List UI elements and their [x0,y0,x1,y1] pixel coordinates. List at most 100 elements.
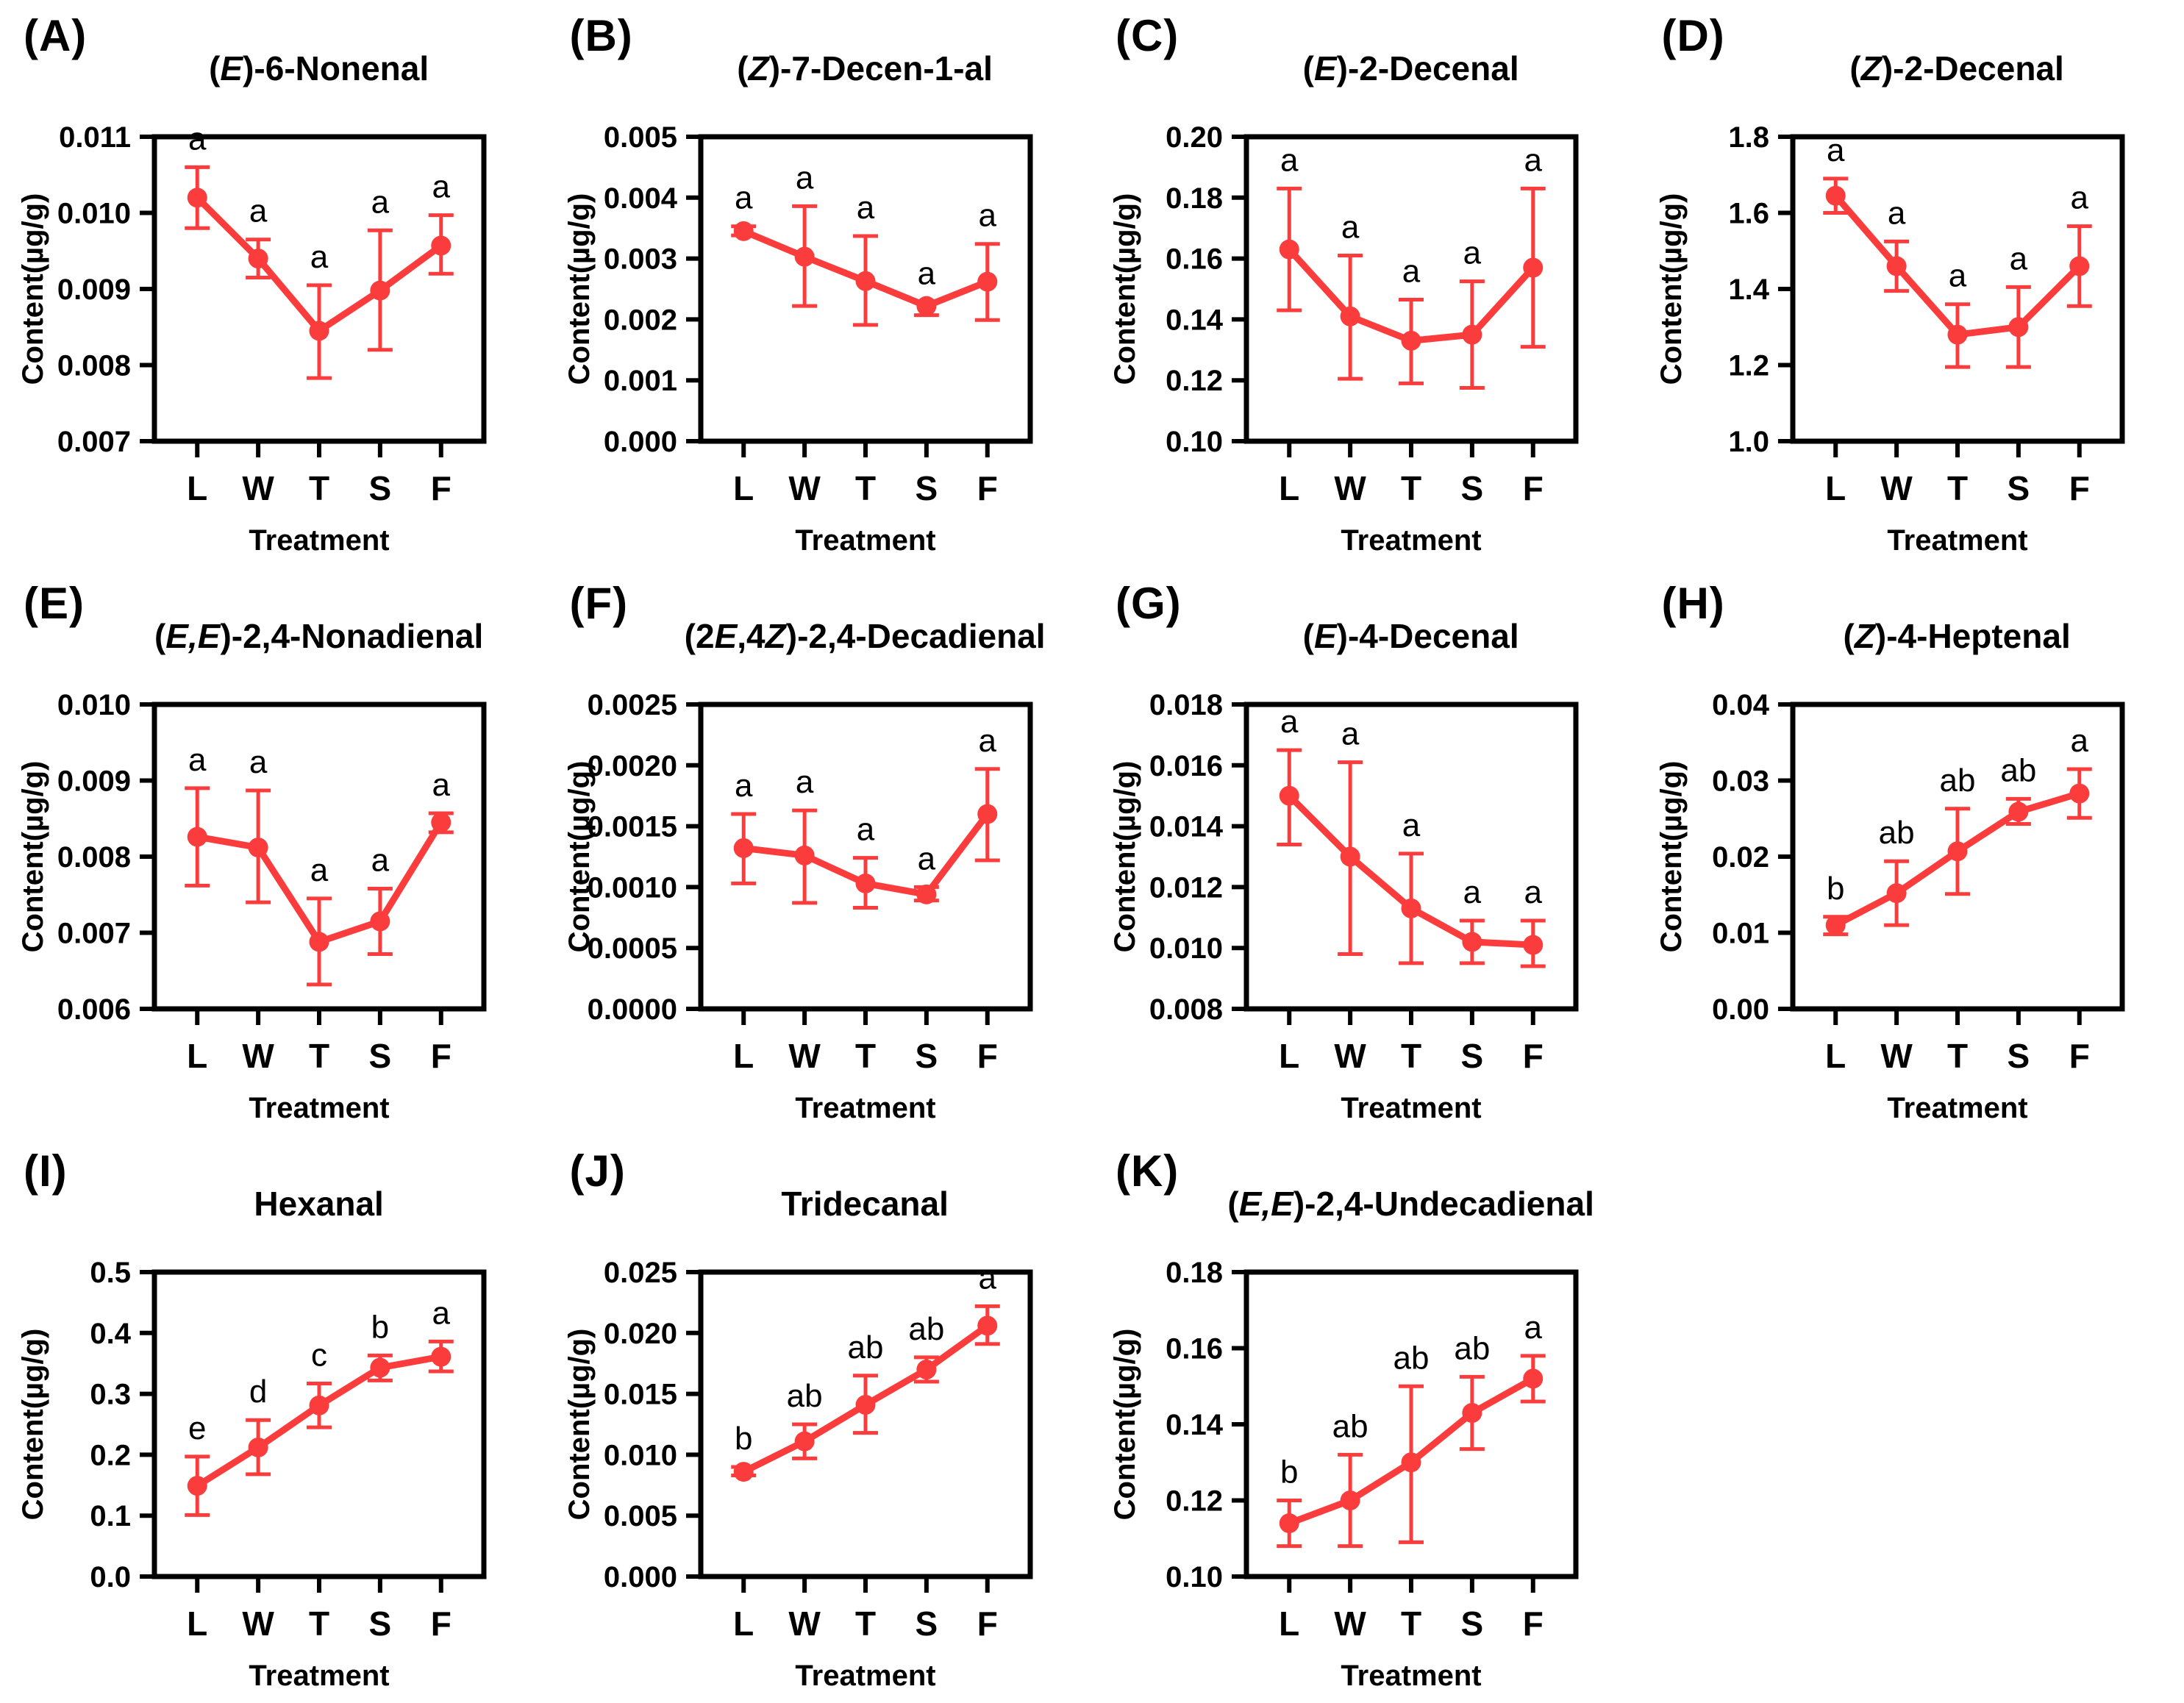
x-category-label: W [788,1604,821,1643]
y-axis-tick-label: 0.008 [57,350,131,382]
x-category-label: W [242,469,274,507]
y-axis-tick-label: 0.000 [603,1561,677,1593]
y-axis-tick-label: 0.009 [57,765,131,798]
chart-title-f: (2E,4Z)-2,4-Decadienal [684,617,1046,655]
y-axis-title: Content(µg/g) [563,1329,596,1521]
x-category-label: F [431,1037,452,1075]
y-axis-tick-label: 1.0 [1728,426,1769,458]
x-axis-title: Treatment [249,1660,389,1692]
x-axis-title: Treatment [1341,1092,1481,1124]
y-axis-tick-label: 0.005 [603,121,677,154]
panel-f: (F) (2E,4Z)-2,4-Decadienal 0.0000 0.0005 0… [546,568,1093,1135]
panel-letter-j: (J) [569,1146,626,1196]
significance-letter: a [1280,142,1299,178]
panel-letter-e: (E) [24,579,85,628]
x-category-label: S [915,469,938,507]
significance-letter: a [1341,716,1360,752]
y-axis-tick-label: 0.5 [90,1257,131,1289]
axis-frame [698,134,1032,444]
data-point [1462,932,1482,952]
significance-letter: ab [1878,815,1914,851]
y-axis-tick-label: 0.1 [90,1500,131,1532]
significance-letter: ab [1454,1330,1490,1366]
x-axis-title: Treatment [795,524,935,557]
y-axis-title: Content(µg/g) [17,761,49,953]
data-point [1340,1490,1360,1510]
x-axis-title: Treatment [1341,1660,1481,1692]
data-point [431,235,452,256]
chart-title-a: (E)-6-Nonenal [209,49,429,88]
x-category-label: T [1946,469,1967,507]
x-category-label: W [242,1037,274,1075]
line-chart-e-6-nonenal: 0.007 0.008 0.009 0.010 0.011 L W T S F Treatment C… [17,121,487,557]
x-category-label: S [2007,1037,2030,1075]
significance-letter: ab [908,1311,944,1347]
y-axis-tick-label: 0.010 [603,1439,677,1471]
significance-letter: a [188,742,207,778]
significance-letter: b [734,1421,752,1457]
y-axis-tick-label: 1.8 [1728,121,1769,154]
x-category-label: F [1523,1604,1544,1643]
x-axis-title: Treatment [795,1660,935,1692]
panel-letter-h: (H) [1661,579,1725,628]
data-point [977,804,997,824]
data-point [1279,239,1299,260]
chart-title-g: (E)-4-Decenal [1302,617,1519,655]
data-point [370,911,390,932]
data-point [248,1437,268,1457]
x-axis-title: Treatment [1341,524,1481,557]
data-point [977,1315,997,1336]
data-point [1401,330,1421,351]
y-axis-tick-label: 0.012 [1149,871,1223,904]
y-axis-tick-label: 0.02 [1712,841,1769,874]
axis-frame [1790,134,2124,444]
significance-letter: ab [847,1329,883,1365]
y-axis-tick-label: 0.010 [57,198,131,230]
data-point [1279,1513,1299,1534]
significance-letter: a [1524,1310,1543,1346]
x-category-label: F [431,1604,452,1643]
x-category-label: S [369,1037,392,1075]
chart-title-h: (Z)-4-Heptenal [1843,617,2071,655]
x-category-label: S [1461,1604,1484,1643]
y-axis-tick-label: 0.004 [603,182,677,215]
y-axis-title: Content(µg/g) [1109,761,1141,953]
data-point [1462,324,1482,345]
x-category-label: T [1401,1604,1421,1643]
chart-title-d: (Z)-2-Decenal [1849,49,2064,88]
y-axis-tick-label: 0.020 [603,1318,677,1350]
y-axis-tick-label: 0.10 [1166,1561,1223,1593]
axis-frame [1790,701,2124,1012]
data-point [187,188,207,208]
x-category-label: T [309,469,329,507]
data-point [855,271,875,291]
data-point [370,280,390,301]
x-category-label: S [369,469,392,507]
x-category-label: W [788,469,821,507]
y-axis-tick-label: 0.008 [57,841,131,874]
y-axis-tick-label: 0.015 [603,1379,677,1411]
x-axis-title: Treatment [795,1092,935,1124]
panel-k: (K) (E,E)-2,4-Undecadienal 0.10 0.12 0.14 0… [1092,1135,1638,1703]
data-point [794,845,815,865]
significance-letter: a [1524,142,1543,178]
data-point [187,1476,207,1496]
panel-letter-a: (A) [24,11,88,60]
significance-letter: a [2070,180,2088,216]
x-axis-title: Treatment [249,524,389,557]
significance-letter: a [371,842,390,878]
data-point [1825,185,1846,206]
data-point [2008,317,2028,338]
y-axis-tick-label: 0.10 [1166,426,1223,458]
data-point [431,812,452,832]
y-axis-title: Content(µg/g) [1655,761,1688,953]
significance-letter: a [310,239,329,275]
data-point [733,1462,754,1482]
x-category-label: L [733,469,754,507]
data-point [1947,841,1967,862]
significance-letter: d [249,1374,267,1410]
y-axis-tick-label: 0.0005 [587,932,677,965]
data-point [1462,1402,1482,1423]
chart-title-i: Hexanal [254,1185,384,1223]
x-category-label: L [187,1037,207,1075]
